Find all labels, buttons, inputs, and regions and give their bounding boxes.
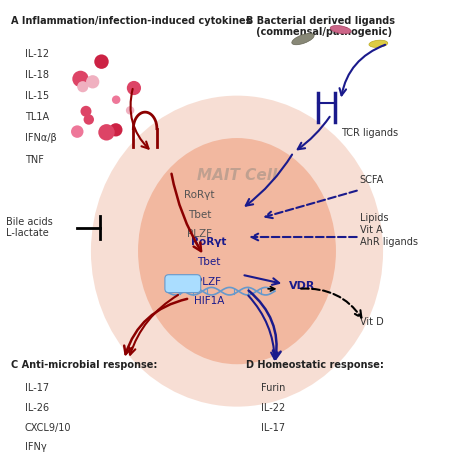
Text: IFNα/β: IFNα/β	[25, 133, 57, 143]
Text: IL-17: IL-17	[261, 423, 285, 433]
Text: IL-17: IL-17	[25, 383, 49, 393]
Text: C Anti-microbial response:: C Anti-microbial response:	[11, 359, 157, 370]
Circle shape	[126, 106, 134, 115]
Text: MAIT Cell: MAIT Cell	[197, 168, 277, 183]
Ellipse shape	[91, 96, 383, 407]
Text: IL-12: IL-12	[25, 48, 49, 58]
Ellipse shape	[292, 34, 314, 45]
FancyBboxPatch shape	[165, 275, 201, 292]
Circle shape	[94, 55, 109, 69]
Text: TCR ligands: TCR ligands	[341, 128, 398, 138]
Text: IL-18: IL-18	[25, 70, 49, 80]
Text: IL-26: IL-26	[25, 403, 49, 413]
Text: Vit D: Vit D	[359, 317, 383, 327]
Circle shape	[109, 123, 122, 137]
Circle shape	[112, 95, 120, 104]
Text: Lipids
Vit A
AhR ligands: Lipids Vit A AhR ligands	[359, 213, 418, 246]
Text: IL-15: IL-15	[25, 91, 49, 101]
Text: Tbet: Tbet	[188, 210, 211, 219]
Text: Tbet: Tbet	[197, 257, 220, 267]
Circle shape	[86, 75, 100, 89]
Text: RoRγt: RoRγt	[184, 190, 215, 200]
Text: IL-22: IL-22	[261, 403, 285, 413]
Circle shape	[77, 81, 88, 92]
Circle shape	[81, 106, 91, 117]
Circle shape	[71, 125, 83, 138]
Text: VDR: VDR	[289, 282, 315, 292]
Text: PLZF: PLZF	[196, 277, 221, 287]
Text: B Bacterial derived ligands
   (commensal/pathogenic): B Bacterial derived ligands (commensal/p…	[246, 16, 395, 37]
Text: PLZF: PLZF	[187, 229, 212, 239]
Ellipse shape	[369, 40, 388, 47]
Text: TL1A: TL1A	[25, 112, 49, 122]
Text: SCFA: SCFA	[359, 175, 384, 185]
Circle shape	[127, 81, 141, 95]
Text: TNF: TNF	[25, 155, 44, 164]
Text: D Homeostatic response:: D Homeostatic response:	[246, 359, 384, 370]
Text: IFNγ: IFNγ	[25, 442, 47, 453]
Text: Bile acids
L-lactate: Bile acids L-lactate	[6, 217, 53, 238]
Text: Furin: Furin	[261, 383, 285, 393]
Text: RoRγt: RoRγt	[191, 237, 227, 247]
Circle shape	[98, 124, 115, 140]
Text: A Inflammation/infection-induced cytokines: A Inflammation/infection-induced cytokin…	[11, 16, 251, 26]
Text: CXCL9/10: CXCL9/10	[25, 423, 72, 433]
Ellipse shape	[138, 138, 336, 364]
Ellipse shape	[330, 26, 351, 34]
Circle shape	[73, 71, 89, 87]
Text: HIF1A: HIF1A	[193, 296, 224, 306]
Circle shape	[83, 114, 94, 125]
